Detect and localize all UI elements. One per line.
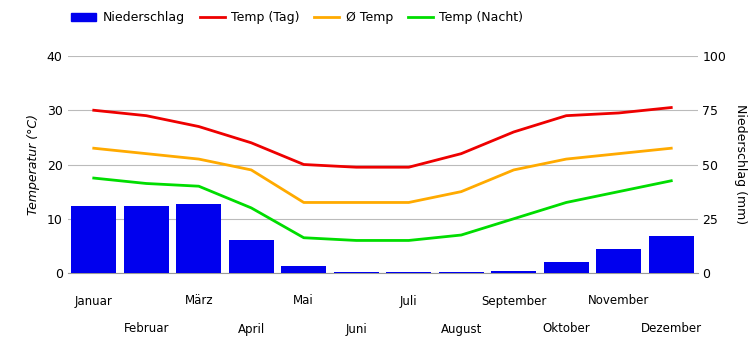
Y-axis label: Temperatur (°C): Temperatur (°C) <box>27 114 40 215</box>
Bar <box>491 271 536 273</box>
Text: März: März <box>184 294 213 308</box>
Bar <box>71 206 116 273</box>
Text: Juli: Juli <box>400 294 418 308</box>
Text: April: April <box>238 322 265 336</box>
Bar <box>649 236 694 273</box>
Bar <box>281 266 326 273</box>
Bar <box>386 272 431 273</box>
Text: August: August <box>440 322 482 336</box>
Bar <box>176 204 221 273</box>
Text: Juni: Juni <box>345 322 367 336</box>
Bar <box>124 206 169 273</box>
Bar <box>544 262 589 273</box>
Bar <box>229 240 274 273</box>
Text: November: November <box>588 294 650 308</box>
Text: Oktober: Oktober <box>542 322 590 336</box>
Bar <box>596 249 641 273</box>
Text: Februar: Februar <box>124 322 169 336</box>
Text: Januar: Januar <box>75 294 112 308</box>
Text: Mai: Mai <box>293 294 314 308</box>
Bar <box>439 272 484 273</box>
Y-axis label: Niederschlag (mm): Niederschlag (mm) <box>734 104 747 225</box>
Legend: Niederschlag, Temp (Tag), Ø Temp, Temp (Nacht): Niederschlag, Temp (Tag), Ø Temp, Temp (… <box>66 6 528 29</box>
Bar <box>334 272 379 273</box>
Text: September: September <box>481 294 547 308</box>
Text: Dezember: Dezember <box>640 322 702 336</box>
